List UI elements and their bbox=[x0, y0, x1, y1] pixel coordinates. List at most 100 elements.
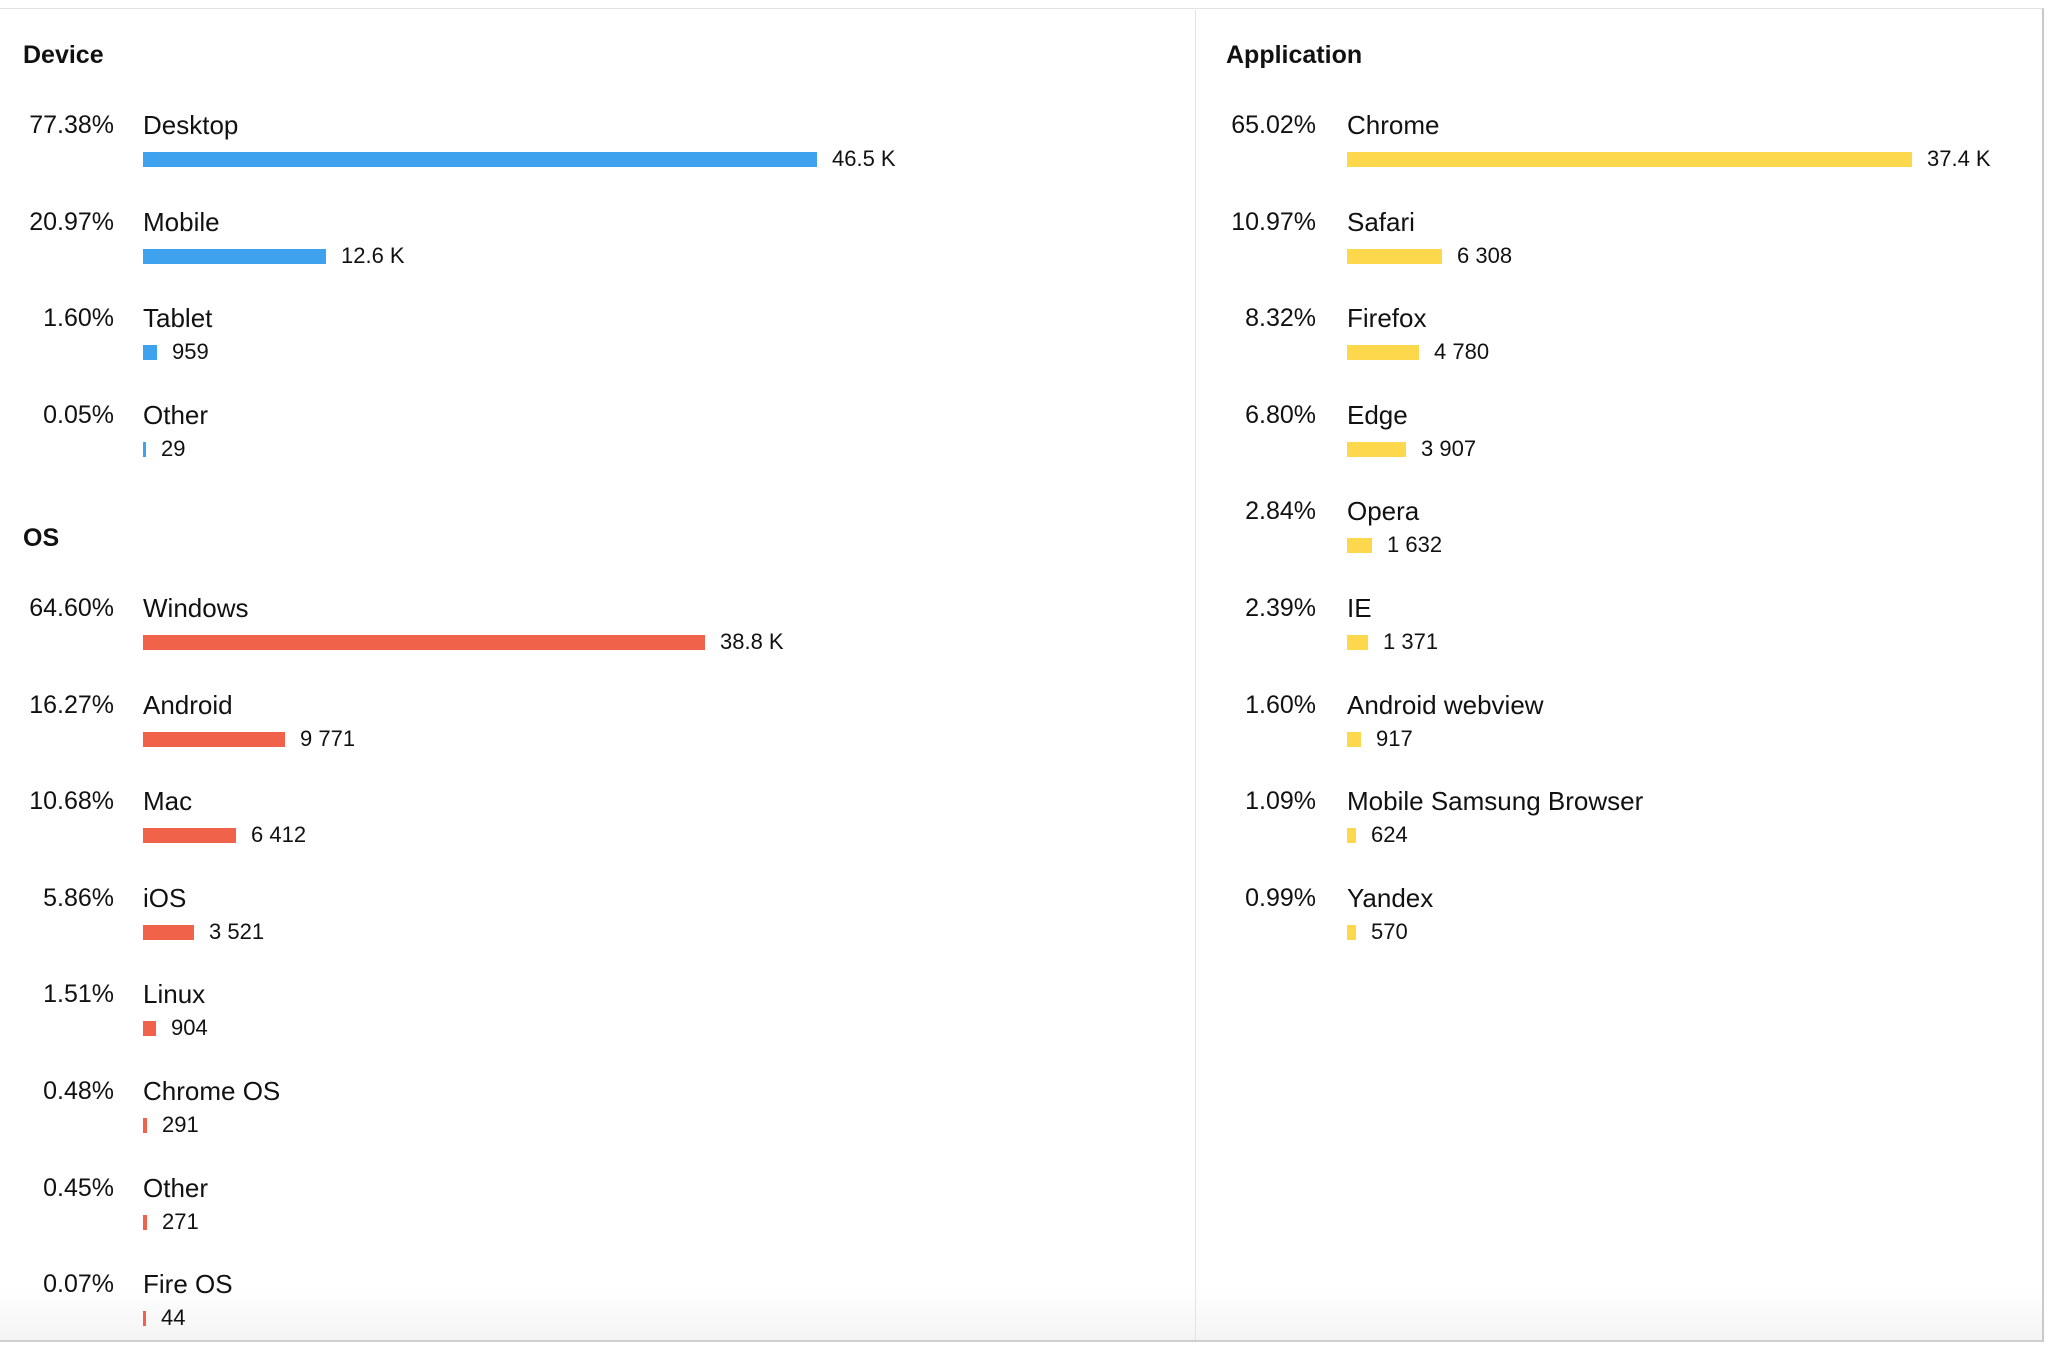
category-label: Safari bbox=[1347, 206, 1415, 237]
bar bbox=[1347, 635, 1368, 650]
value-label: 37.4 K bbox=[1927, 146, 1991, 171]
bar bbox=[143, 1021, 156, 1037]
percent-label: 5.86% bbox=[43, 883, 114, 912]
value-label: 46.5 K bbox=[832, 146, 896, 171]
bar bbox=[143, 345, 157, 361]
bar bbox=[1347, 538, 1372, 554]
value-label: 12.6 K bbox=[341, 242, 405, 268]
os-row-android: 16.27% Android 9 771 bbox=[0, 690, 2040, 780]
category-label: Mac bbox=[143, 786, 193, 817]
bar bbox=[143, 828, 236, 844]
bar bbox=[1347, 345, 1419, 361]
percent-label: 0.07% bbox=[43, 1270, 114, 1299]
percent-label: 10.68% bbox=[29, 787, 114, 816]
percent-label: 1.60% bbox=[43, 304, 114, 333]
bar bbox=[1347, 441, 1406, 457]
application-row-android-webview: 1.60% Android webview 917 bbox=[0, 690, 2040, 780]
application-row-opera: 2.84% Opera 1 632 bbox=[0, 496, 2040, 586]
os-row-chrome-os: 0.48% Chrome OS 291 bbox=[0, 1076, 2040, 1166]
percent-label: 0.48% bbox=[43, 1077, 114, 1105]
bar bbox=[1347, 152, 1912, 167]
application-row-yandex: 0.99% Yandex 570 bbox=[0, 883, 2040, 973]
os-row-mac: 10.68% Mac 6 412 bbox=[0, 786, 2040, 876]
value-label: 9 771 bbox=[300, 725, 356, 751]
percent-label: 65.02% bbox=[1231, 111, 1316, 139]
os-row-linux: 1.51% Linux 904 bbox=[0, 979, 2040, 1069]
bar bbox=[143, 441, 146, 457]
percent-label: 2.84% bbox=[1245, 497, 1316, 526]
category-label: Linux bbox=[143, 979, 206, 1010]
value-label: 271 bbox=[162, 1208, 199, 1234]
bar bbox=[143, 248, 326, 264]
bar bbox=[1347, 248, 1442, 264]
category-label: Android bbox=[143, 689, 233, 720]
percent-label: 6.80% bbox=[1245, 400, 1316, 429]
percent-label: 0.45% bbox=[43, 1173, 114, 1202]
category-label: Yandex bbox=[1347, 882, 1434, 913]
category-label: Windows bbox=[143, 593, 249, 623]
bar bbox=[143, 924, 194, 940]
percent-label: 1.60% bbox=[1245, 690, 1316, 719]
category-label: Tablet bbox=[143, 303, 213, 334]
category-label: Mobile Samsung Browser bbox=[1347, 786, 1644, 817]
category-label: Desktop bbox=[143, 110, 239, 140]
application-section-title: Application bbox=[1226, 41, 1363, 69]
value-label: 6 412 bbox=[251, 822, 307, 848]
percent-label: 2.39% bbox=[1245, 594, 1316, 622]
percent-label: 8.32% bbox=[1245, 304, 1316, 333]
category-label: Chrome bbox=[1347, 110, 1440, 140]
bar bbox=[1347, 924, 1356, 940]
application-row-mobile-samsung-browser: 1.09% Mobile Samsung Browser 624 bbox=[0, 786, 2040, 876]
application-row-firefox: 8.32% Firefox 4 780 bbox=[0, 303, 2040, 393]
column-divider bbox=[1195, 10, 1196, 1340]
percent-label: 64.60% bbox=[29, 594, 114, 622]
percent-label: 1.51% bbox=[43, 980, 114, 1009]
device-row-desktop: 77.38% Desktop 46.5 K bbox=[0, 110, 2040, 200]
application-row-safari: 10.97% Safari 6 308 bbox=[0, 207, 2040, 297]
percent-label: 0.05% bbox=[43, 400, 114, 429]
category-label: Fire OS bbox=[143, 1269, 233, 1300]
category-label: Other bbox=[143, 1172, 209, 1203]
category-label: Mobile bbox=[143, 206, 220, 237]
device-section-title: Device bbox=[23, 41, 104, 69]
category-label: Chrome OS bbox=[143, 1076, 281, 1106]
device-row-tablet: 1.60% Tablet 959 bbox=[0, 303, 2040, 393]
bar bbox=[143, 1118, 147, 1133]
value-label: 1 632 bbox=[1387, 532, 1443, 558]
category-label: IE bbox=[1347, 593, 1372, 623]
device-row-mobile: 20.97% Mobile 12.6 K bbox=[0, 207, 2040, 297]
bar bbox=[143, 1214, 147, 1230]
percent-label: 10.97% bbox=[1231, 207, 1316, 236]
category-label: Android webview bbox=[1347, 689, 1544, 720]
category-label: Other bbox=[143, 399, 209, 430]
os-section-title: OS bbox=[23, 524, 60, 552]
value-label: 4 780 bbox=[1434, 339, 1490, 365]
percent-label: 1.09% bbox=[1245, 787, 1316, 816]
application-row-edge: 6.80% Edge 3 907 bbox=[0, 400, 2040, 490]
category-label: Firefox bbox=[1347, 303, 1427, 334]
category-label: Opera bbox=[1347, 496, 1420, 527]
value-label: 904 bbox=[171, 1015, 208, 1041]
percent-label: 77.38% bbox=[29, 111, 114, 139]
os-row-windows: 64.60% Windows 38.8 K bbox=[0, 593, 2040, 683]
os-row-other: 0.45% Other 271 bbox=[0, 1173, 2040, 1263]
bar bbox=[1347, 828, 1356, 844]
value-label: 1 371 bbox=[1383, 629, 1439, 654]
value-label: 959 bbox=[172, 339, 209, 365]
percent-label: 16.27% bbox=[29, 690, 114, 719]
value-label: 291 bbox=[162, 1112, 199, 1137]
percent-label: 20.97% bbox=[29, 207, 114, 236]
os-row-fire-os: 0.07% Fire OS 44 bbox=[0, 1269, 2040, 1359]
value-label: 917 bbox=[1376, 725, 1413, 751]
value-label: 38.8 K bbox=[720, 629, 784, 654]
device-row-other: 0.05% Other 29 bbox=[0, 400, 2040, 490]
percent-label: 0.99% bbox=[1245, 883, 1316, 912]
application-row-chrome: 65.02% Chrome 37.4 K bbox=[0, 110, 2040, 200]
category-label: iOS bbox=[143, 882, 187, 913]
bar bbox=[143, 635, 705, 650]
category-label: Edge bbox=[1347, 399, 1408, 430]
value-label: 3 907 bbox=[1421, 435, 1477, 461]
stats-card bbox=[0, 8, 2044, 1342]
value-label: 44 bbox=[161, 1305, 186, 1331]
bar bbox=[143, 152, 817, 167]
